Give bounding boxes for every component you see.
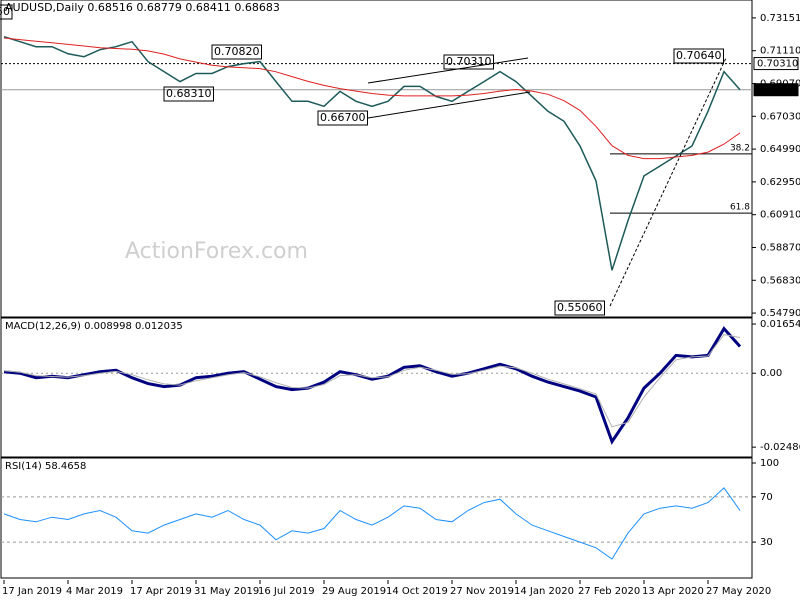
panel-title: MACD(12,26,9) 0.008998 0.012035 [5,321,183,332]
y-tick-label: 0.64990 [760,144,800,155]
x-tick-label: 16 Jul 2019 [258,586,315,597]
y-tick-label: -0.02486 [760,442,800,453]
y-tick-label: 30 [760,537,773,548]
price-label-box [753,83,799,97]
series-line [3,487,741,560]
y-tick-label: 0.58870 [760,242,800,253]
series-line [3,35,741,271]
x-tick-label: 27 May 2020 [706,586,771,597]
x-tick-label: 17 Jan 2019 [2,586,62,597]
annotation-box [163,86,214,102]
y-tick-label: 0.73151 [760,13,800,24]
x-tick-label: 29 Aug 2019 [322,586,386,597]
y-tick-label: 70 [760,492,773,503]
x-tick-label: 17 Apr 2019 [130,586,192,597]
annotation-box [673,48,724,64]
x-tick-label: 14 Oct 2019 [386,586,448,597]
fib-label: 38.2 [730,143,750,153]
annotation: 50 [0,5,10,18]
x-tick-label: 27 Feb 2020 [578,586,640,597]
annotation: 0.55060 [557,301,603,314]
panel-frame [0,457,753,579]
x-tick-label: 13 Apr 2020 [642,586,704,597]
y-tick-label: 0.62950 [760,177,800,188]
watermark: ActionForex.com [125,239,308,264]
channel-line [367,91,531,119]
x-tick-label: 27 Nov 2019 [450,586,514,597]
fib-label: 61.8 [730,203,750,213]
series-line [3,334,741,428]
price-label-box [753,57,799,71]
annotation-box [443,54,494,70]
x-tick-label: 14 Jan 2020 [514,586,574,597]
y-tick-label: 0.56830 [760,275,800,286]
annotation-box [554,300,605,316]
x-tick-label: 4 Mar 2019 [66,586,123,597]
trend-line [609,57,727,307]
panel-title: RSI(14) 58.4658 [5,461,86,472]
channel-line [367,57,529,84]
annotation-box [211,44,262,60]
panel-frame [0,0,753,318]
panel-frame [0,317,753,458]
series-line [3,326,742,445]
annotation: 0.70310 [446,55,492,68]
y-tick-label: 0.71110 [760,46,800,57]
series-line [3,37,741,160]
annotation-box [317,110,368,126]
price-label: 0.70310 [757,59,798,70]
y-tick-label: 100 [760,458,779,469]
y-tick-label: 0.01654 [760,319,800,330]
annotation: 0.68310 [166,87,212,100]
annotation-box [0,4,13,20]
annotation: 0.70820 [214,45,260,58]
annotation: 0.66700 [320,111,366,124]
panel-title: AUDUSD,Daily 0.68516 0.68779 0.68411 0.6… [5,1,280,14]
price-label: 0.68683 [757,85,798,96]
y-tick-label: 0.54790 [760,308,800,319]
y-tick-label: 0.00 [760,368,782,379]
y-tick-label: 0.60910 [760,210,800,221]
annotation: 0.70640 [676,49,722,62]
y-tick-label: 0.67030 [760,111,800,122]
x-tick-label: 31 May 2019 [194,586,259,597]
